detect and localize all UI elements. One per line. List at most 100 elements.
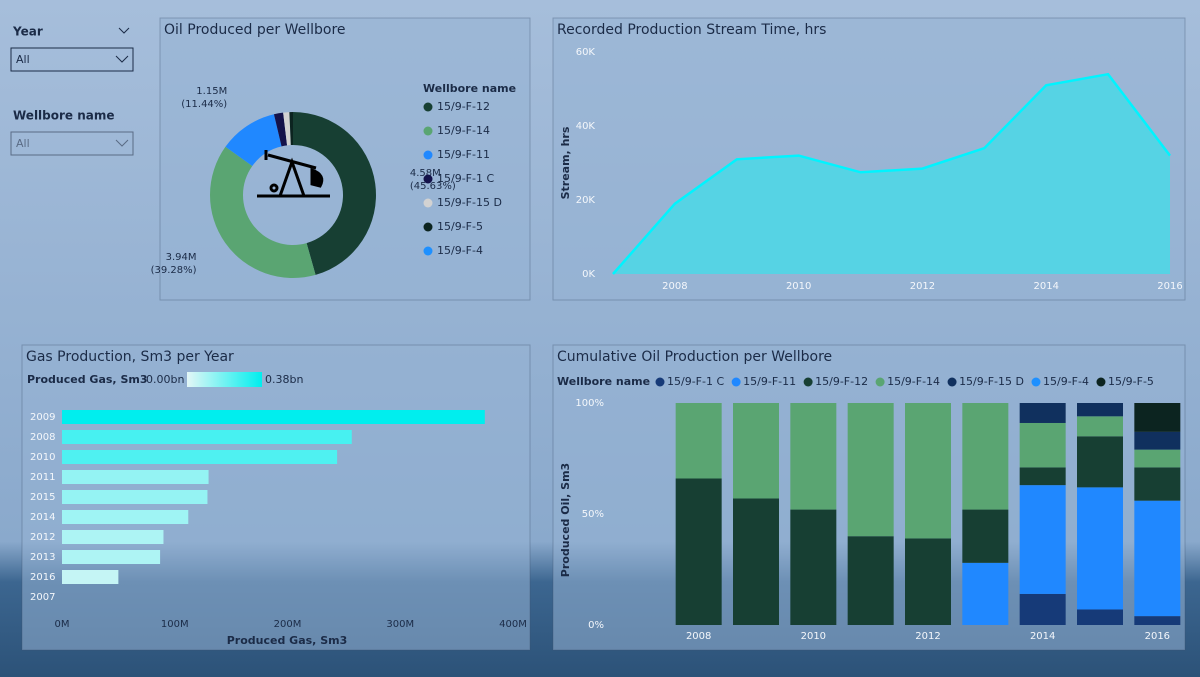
- dropdown-value[interactable]: All: [16, 53, 30, 66]
- data-label: (11.44%): [181, 99, 227, 110]
- area-fill: [613, 74, 1170, 274]
- y-tick-label: 2016: [30, 572, 55, 583]
- bar: [62, 490, 208, 504]
- filter-label: Year: [12, 25, 43, 39]
- x-tick-label: 2014: [1030, 631, 1055, 642]
- bar-segment: [1019, 485, 1066, 594]
- legend-swatch: [423, 198, 433, 208]
- legend-swatch: [423, 150, 433, 160]
- bar-segment: [1134, 431, 1181, 450]
- filter-chevron: [118, 27, 130, 34]
- bar: [62, 530, 164, 544]
- chart-title: Gas Production, Sm3 per Year: [26, 349, 234, 365]
- legend-label: 15/9-F-15 D: [437, 196, 502, 209]
- y-axis-title: Stream, hrs: [559, 126, 572, 199]
- bar-segment: [1019, 467, 1066, 486]
- bar-segment: [1077, 416, 1123, 437]
- legend-min: 0.00bn: [146, 373, 184, 386]
- x-tick-label: 2010: [786, 281, 811, 292]
- bar: [62, 450, 338, 464]
- bar-segment: [962, 562, 1009, 625]
- data-label: 3.94M: [166, 252, 197, 263]
- bar: [62, 410, 485, 424]
- legend-label: 15/9-F-4: [437, 244, 483, 257]
- legend-swatch: [947, 377, 957, 387]
- y-axis-title: Produced Oil, Sm3: [559, 463, 572, 577]
- legend-label: 15/9-F-1 C: [437, 172, 494, 185]
- filter-label: Wellbore name: [13, 109, 115, 123]
- bar-segment: [1077, 403, 1123, 417]
- bar-segment: [733, 498, 779, 625]
- y-tick-label: 60K: [576, 47, 596, 58]
- data-label: 4.58M: [410, 168, 441, 179]
- legend-label: 15/9-F-11: [437, 148, 490, 161]
- bar-segment: [1019, 403, 1066, 423]
- bar-segment: [1077, 436, 1123, 488]
- y-tick-label: 2009: [30, 412, 55, 423]
- bar-segment: [905, 538, 951, 625]
- bar-segment: [675, 403, 722, 479]
- y-tick-label: 0K: [582, 269, 595, 280]
- bar: [62, 510, 189, 524]
- bar-segment: [1077, 609, 1123, 625]
- y-tick-label: 100%: [575, 398, 604, 409]
- dropdown-chevron: [115, 55, 129, 63]
- area-line: [612, 72, 1171, 275]
- legend-label: 15/9-F-5: [1108, 375, 1154, 388]
- legend-label: 15/9-F-14: [887, 375, 940, 388]
- donut-slice: [210, 146, 316, 278]
- bar-segment: [790, 403, 837, 510]
- y-tick-label: 2015: [30, 492, 55, 503]
- donut-slice: [289, 112, 293, 146]
- legend-swatch: [803, 377, 813, 387]
- bar: [62, 470, 209, 484]
- chart-title: Cumulative Oil Production per Wellbore: [557, 349, 832, 365]
- bar-segment: [733, 403, 779, 499]
- bar: [62, 550, 161, 564]
- bar-segment: [847, 403, 894, 537]
- pumpjack-icon: [257, 150, 330, 198]
- legend-label: 15/9-F-12: [437, 100, 490, 113]
- bar-segment: [675, 478, 722, 625]
- data-label: 1.15M: [196, 86, 227, 97]
- bar-segment: [1134, 616, 1181, 625]
- donut-slice: [225, 114, 282, 166]
- legend-swatch: [423, 102, 433, 112]
- legend-swatch: [423, 126, 433, 136]
- legend-label: 15/9-F-5: [437, 220, 483, 233]
- bar: [62, 570, 119, 584]
- donut-slice: [293, 112, 376, 275]
- dropdown[interactable]: [10, 131, 134, 156]
- x-tick-label: 2016: [1145, 631, 1170, 642]
- x-tick-label: 2008: [662, 281, 687, 292]
- legend-swatch: [1031, 377, 1041, 387]
- legend-label: 15/9-F-1 C: [667, 375, 724, 388]
- x-tick-label: 100M: [161, 619, 189, 630]
- y-tick-label: 50%: [582, 509, 604, 520]
- legend-swatch: [875, 377, 885, 387]
- bar-segment: [962, 509, 1009, 563]
- bar-segment: [1019, 422, 1066, 468]
- legend-title: Wellbore name: [423, 82, 516, 95]
- dropdown-chevron: [115, 139, 129, 147]
- donut-slice: [283, 112, 291, 146]
- y-tick-label: 2012: [30, 532, 55, 543]
- bar-segment: [962, 403, 1009, 510]
- x-axis-title: Produced Gas, Sm3: [227, 634, 347, 647]
- y-tick-label: 2013: [30, 552, 55, 563]
- y-tick-label: 0%: [588, 620, 604, 631]
- y-tick-label: 2014: [30, 512, 55, 523]
- legend-gradient: [187, 372, 262, 387]
- x-tick-label: 300M: [386, 619, 414, 630]
- donut-slice: [273, 112, 288, 147]
- legend-swatch: [1096, 377, 1106, 387]
- dropdown[interactable]: [10, 47, 134, 72]
- dropdown-value[interactable]: All: [16, 137, 30, 150]
- legend-label: 15/9-F-15 D: [959, 375, 1024, 388]
- legend-swatch: [423, 246, 433, 256]
- legend-swatch: [423, 174, 433, 184]
- legend-swatch: [655, 377, 665, 387]
- x-tick-label: 200M: [274, 619, 302, 630]
- legend-swatch: [731, 377, 741, 387]
- x-tick-label: 2014: [1033, 281, 1058, 292]
